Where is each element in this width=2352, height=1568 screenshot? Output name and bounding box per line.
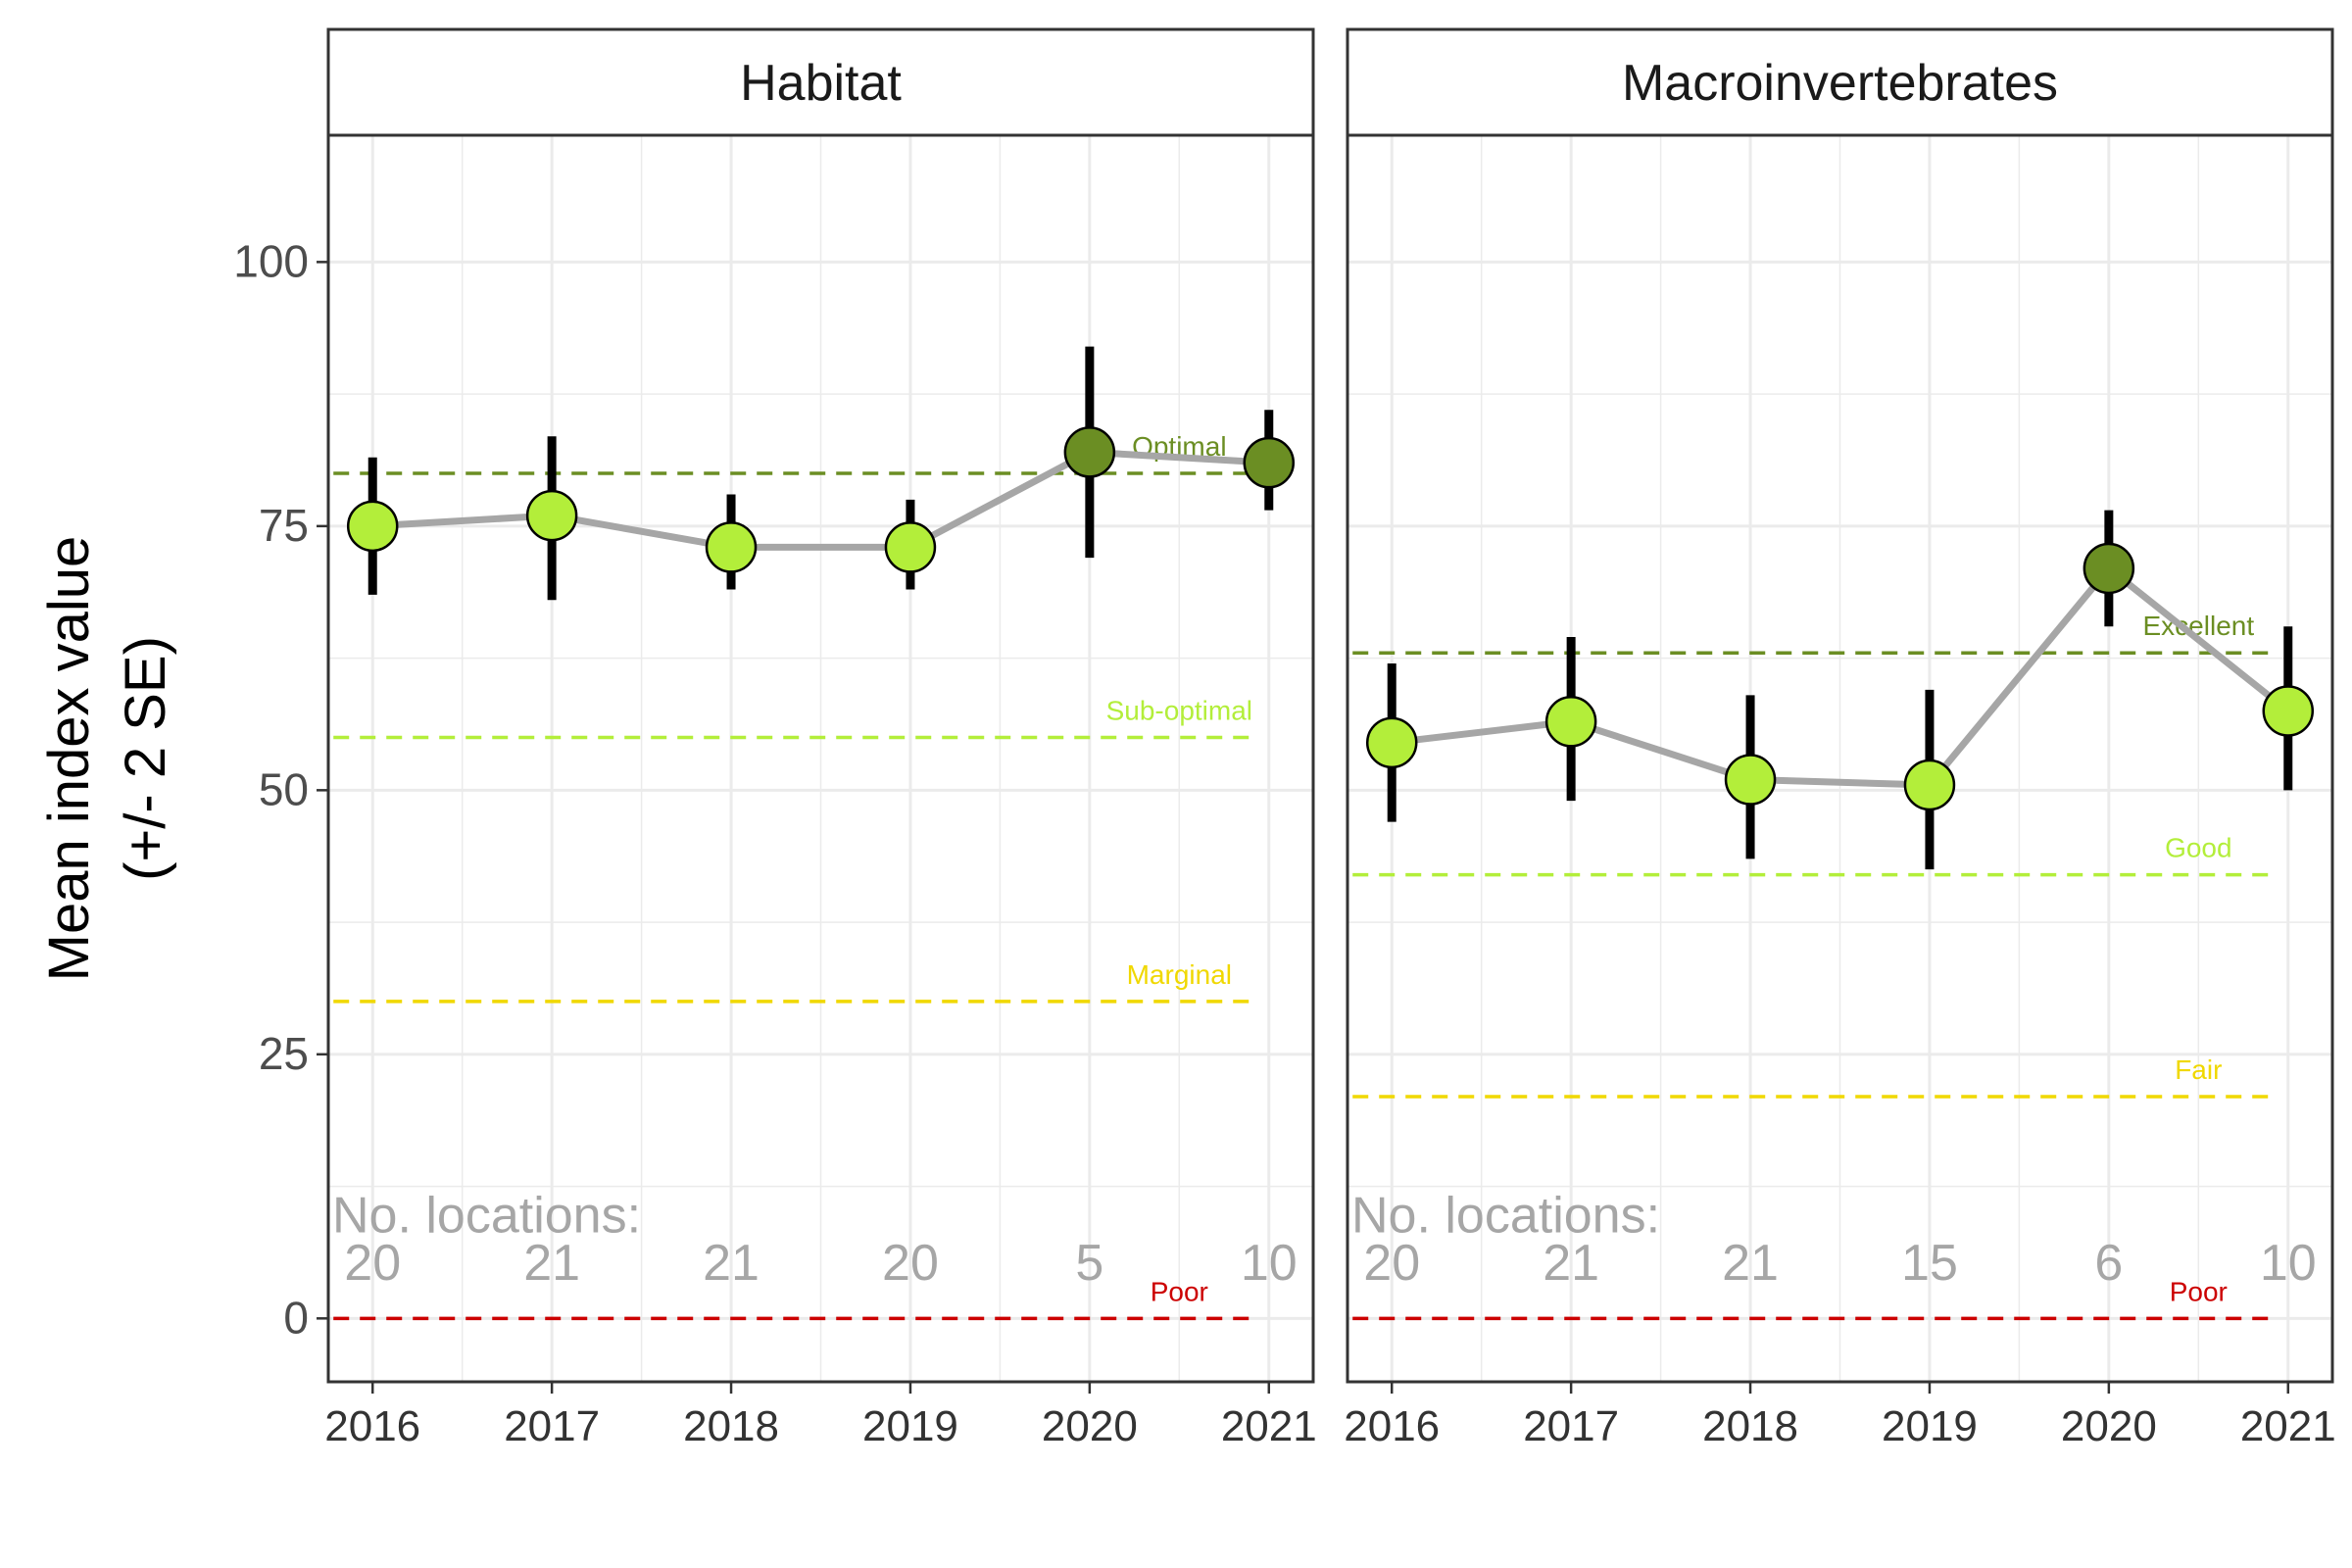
grid-lines (328, 135, 1313, 1382)
x-tick-label: 2017 (1523, 1402, 1619, 1450)
y-tick-label: 25 (259, 1028, 309, 1079)
threshold-label: Marginal (1127, 959, 1232, 990)
location-count: 21 (1543, 1235, 1599, 1292)
series-line (1391, 564, 2290, 789)
panel-1: HabitatOptimalSub-optimalMarginalPoorNo.… (324, 27, 1317, 1450)
location-count: 20 (1363, 1235, 1420, 1292)
location-count: 20 (882, 1235, 939, 1292)
data-point (346, 500, 399, 553)
data-point (1365, 716, 1418, 769)
facet-strip (326, 27, 1315, 137)
x-tick-label: 2019 (1882, 1402, 1978, 1450)
y-tick-label: 75 (259, 500, 309, 551)
facet-title: Macroinvertebrates (1622, 55, 2058, 112)
location-count: 15 (1901, 1235, 1958, 1292)
threshold-label: Fair (2175, 1054, 2222, 1085)
locations-label: No. locations: (1351, 1188, 1660, 1245)
data-point (2262, 685, 2315, 737)
panel-border (1346, 133, 2334, 1384)
location-count: 10 (1241, 1235, 1298, 1292)
data-point (705, 521, 758, 573)
x-tick-label: 2016 (1344, 1402, 1440, 1450)
series-line (372, 448, 1269, 551)
facet-title: Habitat (740, 55, 902, 112)
data-point (1724, 754, 1777, 806)
threshold-label: Sub-optimal (1106, 695, 1252, 725)
threshold-label: Poor (1151, 1276, 1208, 1306)
panels: HabitatOptimalSub-optimalMarginalPoorNo.… (324, 27, 2336, 1450)
data-point (1063, 426, 1116, 478)
panel-2: MacroinvertebratesExcellentGoodFairPoorN… (1344, 27, 2336, 1450)
x-tick-label: 2021 (1221, 1402, 1317, 1450)
threshold-label: Poor (2170, 1276, 2228, 1306)
y-axis: Mean index value (+/- 2 SE) 0 25 50 75 100 (37, 235, 328, 1343)
data-point (2082, 542, 2135, 595)
location-count: 21 (523, 1235, 580, 1292)
location-count: 21 (1722, 1235, 1779, 1292)
x-tick-label: 2018 (1702, 1402, 1798, 1450)
data-points (1365, 542, 2315, 811)
data-point (884, 521, 937, 573)
location-count: 10 (2260, 1235, 2317, 1292)
y-axis-title-line2: (+/- 2 SE) (114, 636, 177, 881)
data-point (1243, 436, 1296, 489)
data-point (1903, 759, 1956, 811)
x-tick-label: 2016 (324, 1402, 420, 1450)
x-axis: 2016 2017 2018 2019 2020 2021 (1344, 1382, 2336, 1450)
threshold-label: Good (2165, 833, 2232, 863)
data-point (1544, 696, 1597, 748)
y-tick-label: 50 (259, 763, 309, 814)
locations-label: No. locations: (332, 1188, 641, 1245)
data-points (346, 426, 1296, 573)
location-counts: No. locations:20 21 21 15 6 10 (1351, 1188, 2317, 1293)
data-point (525, 489, 578, 542)
x-tick-label: 2021 (2240, 1402, 2336, 1450)
x-tick-label: 2020 (2061, 1402, 2157, 1450)
x-tick-label: 2020 (1042, 1402, 1138, 1450)
location-counts: No. locations:20 21 21 20 5 10 (332, 1188, 1298, 1293)
x-axis: 2016 2017 2018 2019 2020 2021 (324, 1382, 1317, 1450)
y-tick-label: 0 (283, 1292, 309, 1343)
location-count: 6 (2094, 1235, 2123, 1292)
location-count: 21 (703, 1235, 760, 1292)
location-count: 5 (1075, 1235, 1103, 1292)
x-tick-label: 2017 (504, 1402, 600, 1450)
y-axis-title-line1: Mean index value (37, 536, 101, 982)
y-tick-label: 100 (233, 235, 309, 286)
x-tick-label: 2018 (683, 1402, 779, 1450)
panel-border (326, 133, 1315, 1384)
location-count: 20 (344, 1235, 401, 1292)
x-tick-label: 2019 (862, 1402, 958, 1450)
